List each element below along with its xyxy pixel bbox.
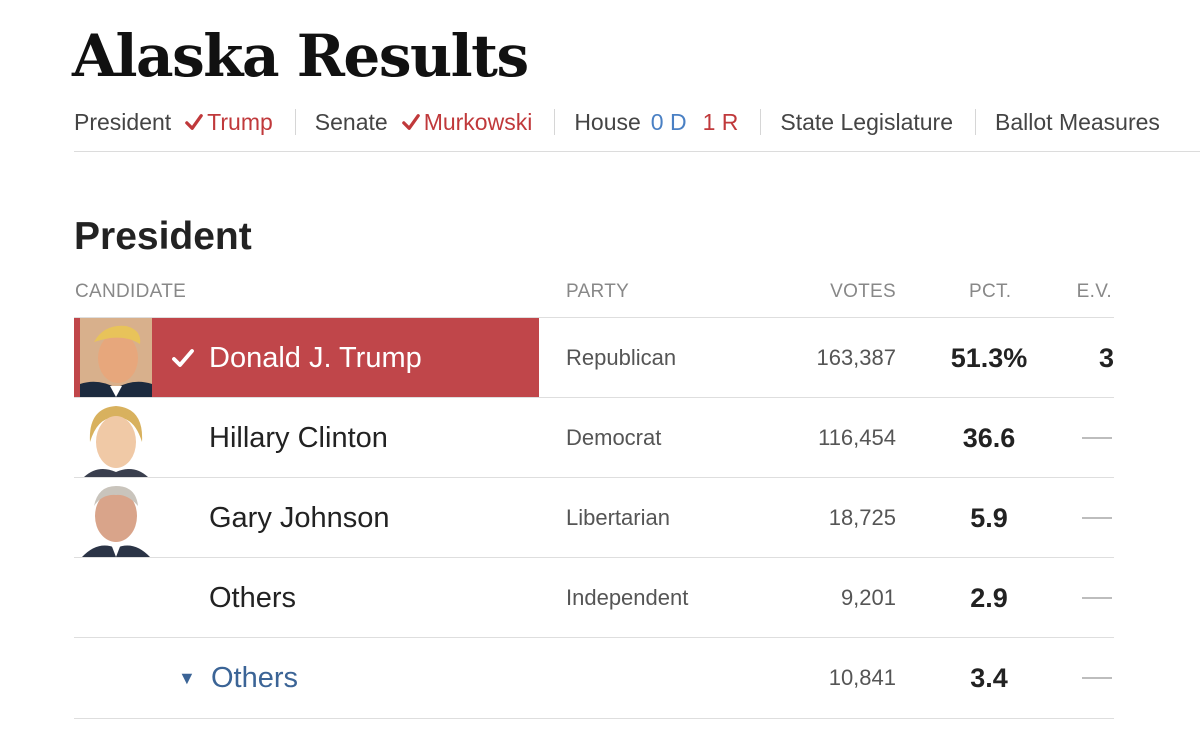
ev-empty-dash [1082,677,1112,679]
candidate-photo [80,318,152,397]
nav-senate-winner: Murkowski [423,108,533,135]
column-header-party: PARTY [566,281,630,302]
candidate-pct: 5.9 [970,503,1008,533]
candidate-photo [80,398,152,477]
nav-state-legislature[interactable]: State Legislature [780,109,953,136]
column-header-ev: E.V. [1076,281,1112,302]
candidate-party: Democrat [566,425,662,450]
candidate-votes: 10,841 [828,665,896,690]
candidate-party: Republican [566,345,677,370]
ev-empty-dash [1082,597,1112,599]
candidate-votes: 9,201 [840,585,896,610]
nav-state-legislature-label: State Legislature [780,108,954,135]
candidate-pct: 3.4 [970,663,1008,693]
candidate-votes: 18,725 [828,505,896,530]
candidate-votes: 116,454 [818,425,896,450]
nav-president-label: President [74,108,172,135]
race-nav: President Trump Senate Murkowski House 0… [74,104,1200,140]
candidate-ev: 3 [1098,343,1114,373]
candidate-pct: 2.9 [970,583,1008,613]
candidate-pct: 36.6 [962,423,1016,453]
nav-president-winner: Trump [207,108,273,135]
table-row: Hillary Clinton Democrat 116,454 36.6 [74,397,1114,478]
page-title: Alaska Results [72,22,529,90]
table-row-expandable[interactable]: ▼ Others 10,841 3.4 [74,637,1114,719]
table-row: Donald J. Trump Republican 163,387 51.3%… [74,317,1114,398]
column-header-pct: PCT. [969,281,1012,302]
candidate-pct: 51.3% [950,343,1028,373]
table-row: Others Independent 9,201 2.9 [74,557,1114,638]
checkmark-icon [401,114,420,130]
nav-divider [554,109,556,135]
table-row: Gary Johnson Libertarian 18,725 5.9 [74,477,1114,558]
candidate-name: Donald J. Trump [209,342,422,374]
nav-divider [294,109,296,135]
nav-house[interactable]: House 0 D 1 R [574,109,738,136]
nav-president[interactable]: President Trump [74,109,273,136]
others-expand-link[interactable]: Others [211,662,299,694]
ev-empty-dash [1082,437,1112,439]
winner-check-icon [172,349,194,367]
nav-house-rep-count: 1 R [702,108,739,135]
nav-divider-line [74,151,1200,152]
section-title: President [74,215,252,258]
column-header-votes: VOTES [830,281,896,302]
candidate-votes: 163,387 [816,345,896,370]
ev-empty-dash [1082,517,1112,519]
candidate-name: Others [209,582,297,614]
nav-ballot-measures-label: Ballot Measures [995,108,1160,135]
nav-house-dem-count: 0 D [650,108,687,135]
candidate-name: Hillary Clinton [209,422,388,454]
candidate-name: Gary Johnson [209,502,390,534]
nav-senate-label: Senate [314,108,388,135]
candidate-party: Libertarian [566,505,670,530]
nav-divider [760,109,762,135]
nav-house-label: House [574,108,641,135]
nav-ballot-measures[interactable]: Ballot Measures [995,109,1160,136]
candidate-party: Independent [566,585,689,610]
checkmark-icon [185,114,203,130]
nav-divider [975,109,977,135]
candidate-photo [80,478,152,557]
expand-triangle-icon[interactable]: ▼ [178,668,196,688]
column-header-candidate: CANDIDATE [75,281,187,302]
nav-senate[interactable]: Senate Murkowski [315,109,533,136]
